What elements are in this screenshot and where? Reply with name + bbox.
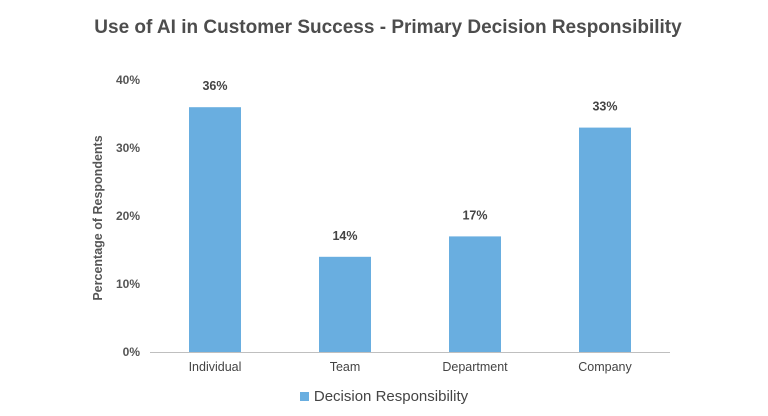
bar: [189, 107, 241, 352]
y-axis: 0% 10% 20% 30% 40%: [116, 73, 670, 359]
legend-label: Decision Responsibility: [313, 388, 469, 405]
bar: [449, 236, 501, 352]
bar: [579, 127, 631, 352]
bar: [319, 256, 371, 352]
x-tick-label: Department: [442, 360, 508, 374]
bar-series: [189, 107, 631, 352]
x-tick-label: Individual: [189, 360, 242, 374]
data-label: 14%: [332, 229, 357, 243]
x-tick-label: Company: [578, 360, 632, 374]
chart-title: Use of AI in Customer Success - Primary …: [94, 17, 682, 38]
y-tick-label: 0%: [123, 345, 141, 359]
legend: Decision Responsibility: [0, 388, 768, 405]
y-tick-label: 10%: [116, 277, 140, 291]
y-tick-label: 20%: [116, 209, 140, 223]
x-axis: Individual Team Department Company: [189, 360, 633, 374]
y-tick-label: 30%: [116, 141, 140, 155]
y-tick-label: 40%: [116, 73, 140, 87]
legend-swatch: [299, 392, 309, 401]
data-label: 17%: [462, 208, 487, 222]
data-label: 36%: [202, 79, 227, 93]
x-tick-label: Team: [330, 360, 361, 374]
data-label: 33%: [592, 100, 617, 114]
y-axis-title: Percentage of Respondents: [91, 135, 105, 300]
data-labels: 36% 14% 17% 33%: [202, 79, 617, 243]
